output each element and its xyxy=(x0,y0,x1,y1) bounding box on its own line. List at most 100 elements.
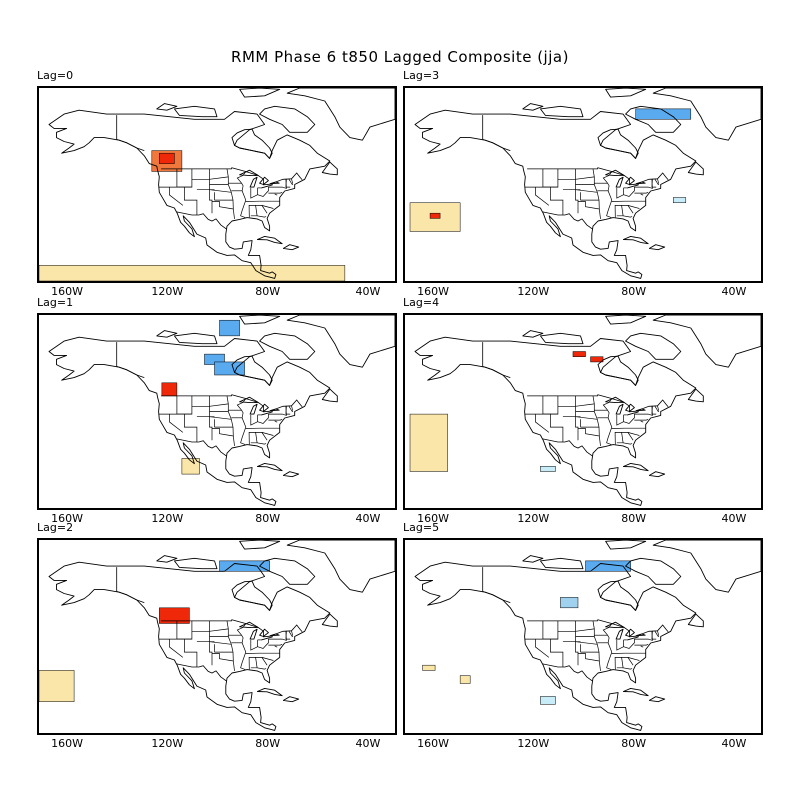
us-canada-border xyxy=(527,619,669,638)
anomaly-strong-positive xyxy=(159,607,190,624)
state-border xyxy=(614,432,624,445)
state-border xyxy=(651,631,657,640)
anomaly-weak-positive xyxy=(422,664,436,671)
great-lake xyxy=(260,184,273,189)
victoria-island xyxy=(173,557,218,570)
anomaly-strong-positive xyxy=(159,152,175,164)
map-frame xyxy=(403,313,763,510)
state-border xyxy=(261,432,274,436)
x-tick-label: 80W xyxy=(255,512,281,525)
state-border xyxy=(623,639,635,649)
anomaly-strong-positive xyxy=(429,212,441,219)
great-lake xyxy=(615,176,624,188)
great-lake xyxy=(249,628,258,640)
state-border xyxy=(575,416,598,420)
x-axis-ticks: 160W 120W 80W 40W xyxy=(403,737,763,751)
greenland-coast xyxy=(286,315,395,368)
state-border xyxy=(250,639,258,651)
coastline xyxy=(48,561,331,731)
state-border xyxy=(640,420,644,423)
state-border xyxy=(578,428,600,437)
greenland-coast xyxy=(652,315,761,368)
us-mexico-border xyxy=(176,211,227,230)
great-lake xyxy=(259,403,269,412)
anomaly-strong-positive xyxy=(161,382,178,397)
anomaly-weak-negative xyxy=(540,466,556,472)
map-panel: Lag=4 160W 120W 80W 40W xyxy=(403,296,763,525)
state-border xyxy=(285,406,291,415)
us-canada-border xyxy=(161,394,303,413)
state-border xyxy=(602,623,613,670)
hispaniola-coast xyxy=(648,471,666,478)
newfoundland-coast xyxy=(321,161,338,176)
state-border xyxy=(602,171,613,218)
ellesmere-island xyxy=(605,88,647,98)
state-border xyxy=(255,432,268,441)
map-canvas xyxy=(39,88,395,281)
baffin-island xyxy=(625,105,682,133)
great-lake xyxy=(626,636,639,641)
state-border xyxy=(274,193,278,196)
state-border xyxy=(651,179,657,188)
x-tick-label: 160W xyxy=(51,512,84,525)
banks-island xyxy=(522,555,544,563)
great-lake xyxy=(249,176,258,188)
us-canada-border xyxy=(527,394,669,413)
state-border xyxy=(623,667,633,670)
hudson-bay-coast xyxy=(597,128,639,159)
anomaly-strong-negative xyxy=(585,560,631,572)
state-border xyxy=(169,639,184,658)
hispaniola-coast xyxy=(282,471,300,478)
state-border xyxy=(268,191,283,194)
newfoundland-coast xyxy=(687,388,704,403)
state-border xyxy=(169,414,184,433)
cuba-coast xyxy=(622,687,649,697)
anomaly-strong-positive xyxy=(590,356,604,363)
baffin-island xyxy=(259,105,316,133)
lag-label: Lag=5 xyxy=(403,521,440,534)
great-lake xyxy=(625,403,635,412)
figure-title: RMM Phase 6 t850 Lagged Composite (jja) xyxy=(231,48,569,66)
state-border xyxy=(623,442,633,445)
us-canada-border xyxy=(527,167,669,186)
us-mexico-border xyxy=(176,438,227,457)
ellesmere-island xyxy=(239,88,281,98)
anomaly-weak-positive xyxy=(39,265,346,281)
state-border xyxy=(226,168,235,219)
x-axis-ticks: 160W 120W 80W 40W xyxy=(37,512,397,526)
greenland-coast xyxy=(286,540,395,593)
state-border xyxy=(257,215,267,218)
cuba-coast xyxy=(622,235,649,245)
state-border xyxy=(542,620,559,640)
x-tick-label: 40W xyxy=(721,737,747,750)
anomaly-weak-negative xyxy=(540,696,556,705)
state-border xyxy=(291,630,294,636)
newfoundland-coast xyxy=(321,388,338,403)
state-border xyxy=(250,187,258,199)
state-border xyxy=(209,620,213,666)
state-border xyxy=(176,395,193,415)
state-border xyxy=(268,418,283,421)
map-canvas xyxy=(39,540,395,731)
state-border xyxy=(623,187,635,197)
state-border xyxy=(257,414,269,424)
state-border xyxy=(191,176,229,180)
map-panel: Lag=5 160W 120W 80W 40W xyxy=(403,521,763,750)
coastline xyxy=(414,561,697,731)
hudson-bay-coast xyxy=(597,580,639,611)
state-border xyxy=(557,176,595,180)
state-border xyxy=(616,187,624,199)
state-border xyxy=(575,395,579,441)
x-tick-label: 40W xyxy=(721,285,747,298)
state-border xyxy=(209,395,213,441)
state-border xyxy=(261,657,274,661)
cuba-coast xyxy=(256,235,283,245)
anomaly-weak-negative xyxy=(673,197,687,204)
cuba-coast xyxy=(256,687,283,697)
state-border xyxy=(651,406,657,415)
great-lake xyxy=(626,184,639,189)
state-border xyxy=(209,416,232,420)
state-border xyxy=(657,630,660,636)
us-mexico-border xyxy=(542,663,593,682)
state-border xyxy=(191,403,229,407)
